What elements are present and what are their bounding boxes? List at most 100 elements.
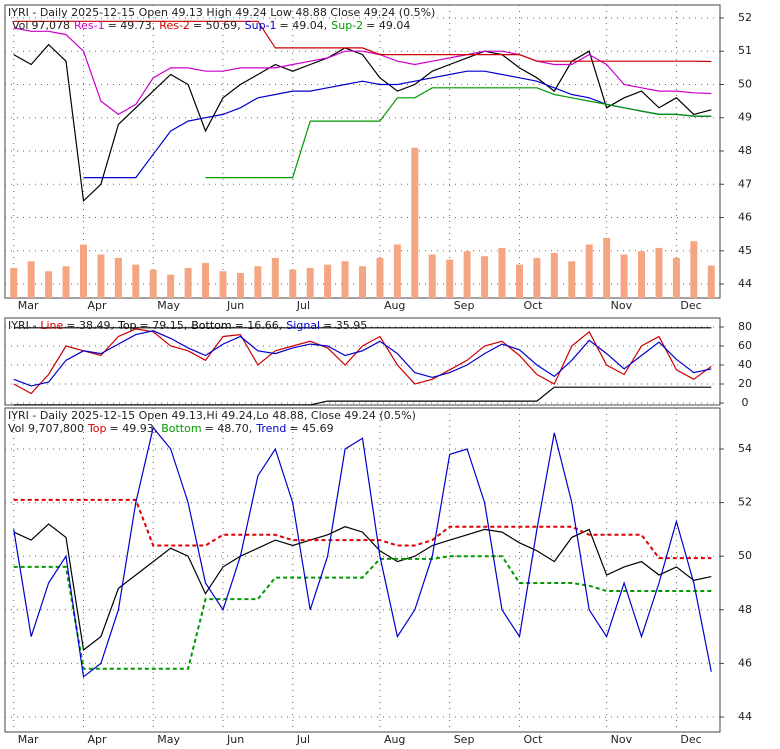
y-tick-label: 20 — [738, 377, 752, 390]
y-tick-label: 50 — [738, 77, 752, 90]
series-line — [13, 20, 712, 63]
legend-value: = 35.95 — [323, 319, 367, 332]
volume-bar — [411, 147, 419, 298]
legend-value: 97,078 — [31, 19, 70, 32]
volume-bar — [149, 269, 157, 298]
x-tick-label: Mar — [18, 299, 39, 312]
x-tick-label: Sep — [454, 733, 475, 745]
legend-value: = 16.66, — [235, 319, 283, 332]
legend-name: Trend — [255, 422, 286, 435]
volume-bar — [62, 266, 70, 298]
x-tick-label: Oct — [523, 299, 543, 312]
volume-bar — [376, 257, 384, 298]
series-line — [13, 386, 712, 406]
legend-name: Sup-2 — [331, 19, 363, 32]
volume-text: Vol 9,707,800 — [8, 422, 84, 435]
x-tick-label: Dec — [680, 299, 701, 312]
y-tick-label: 52 — [738, 11, 752, 24]
volume-bar — [533, 257, 541, 298]
plot-frame — [4, 317, 721, 406]
x-tick-label: Oct — [523, 733, 543, 745]
volume-bar — [324, 264, 332, 298]
volume-bar — [585, 244, 593, 298]
panel-title: IYRI - Daily 2025-12-15 Open 49.13 High … — [8, 6, 435, 19]
legend-name: Top — [117, 319, 137, 332]
series-line — [13, 523, 712, 652]
volume-bar — [10, 267, 18, 298]
y-tick-label: 45 — [738, 244, 752, 257]
volume-bar — [446, 259, 454, 298]
volume-bar — [79, 244, 87, 298]
y-tick-label: 48 — [738, 603, 752, 616]
legend-value: = 45.69 — [289, 422, 333, 435]
volume-bar — [550, 252, 558, 298]
y-tick-label: 50 — [738, 549, 752, 562]
volume-bar — [393, 244, 401, 298]
panel-header: IYRI - Line = 38.49, Top = 79.15, Bottom = 16.… — [8, 319, 367, 332]
x-tick-label: Jun — [226, 733, 244, 745]
volume-bar — [359, 266, 366, 298]
series-line — [13, 330, 712, 387]
legend-value: = 48.70, — [205, 422, 253, 435]
volume-bar — [202, 262, 210, 298]
volume-bar — [603, 237, 611, 298]
legend-name: Bottom — [191, 319, 231, 332]
legend-value: = 50.69, — [193, 19, 241, 32]
volume-bar — [481, 256, 489, 298]
panel-header: IYRI - Daily 2025-12-15 Open 49.13,Hi 49… — [8, 409, 416, 422]
volume-bar — [236, 272, 244, 298]
volume-bar — [219, 271, 227, 298]
series-line — [13, 555, 712, 670]
y-tick-label: 48 — [738, 144, 752, 157]
x-tick-label: Nov — [611, 299, 633, 312]
y-tick-label: 46 — [738, 656, 752, 669]
legend-name: Res-2 — [159, 19, 190, 32]
volume-bar — [428, 254, 436, 298]
volume-bar — [690, 241, 698, 298]
panel-legend: Vol 97,078 Res-1 = 49.73, Res-2 = 50.69, Sup-1… — [12, 19, 410, 32]
volume-bar — [167, 274, 175, 298]
x-tick-label: Sep — [454, 299, 475, 312]
x-tick-label: Mar — [18, 733, 39, 745]
x-tick-label: Dec — [680, 733, 701, 745]
volume-bar — [27, 261, 35, 298]
y-tick-label: 51 — [738, 44, 752, 57]
series-line — [13, 328, 712, 395]
legend-value: = 49.93, — [110, 422, 158, 435]
volume-bar — [184, 267, 192, 298]
legend-name: Signal — [286, 319, 320, 332]
x-tick-label: Nov — [611, 733, 633, 745]
y-tick-label: 60 — [738, 339, 752, 352]
y-tick-label: 54 — [738, 442, 752, 455]
volume-bar — [254, 266, 262, 298]
legend-name: Line — [40, 319, 63, 332]
plot-frame — [4, 4, 721, 299]
series-line — [13, 498, 712, 560]
legend-name: Res-1 — [74, 19, 105, 32]
x-tick-label: Jul — [296, 299, 310, 312]
y-tick-label: 49 — [738, 111, 752, 124]
x-tick-label: May — [157, 299, 180, 312]
panel-title: IYRI - — [8, 319, 36, 332]
volume-bar — [568, 261, 576, 298]
legend-name: Vol — [12, 19, 28, 32]
series-line — [83, 70, 712, 179]
volume-bar — [655, 247, 663, 298]
panel-legend: Vol 9,707,800 Top = 49.93, Bottom = 48.70, Tr… — [8, 422, 334, 435]
legend-name: Bottom — [161, 422, 201, 435]
x-tick-label: Jun — [226, 299, 244, 312]
y-tick-label: 46 — [738, 211, 752, 224]
legend-name: Sup-1 — [245, 19, 277, 32]
x-tick-label: Aug — [384, 299, 405, 312]
volume-bar — [672, 257, 680, 298]
x-tick-label: Aug — [384, 733, 405, 745]
volume-bar — [45, 271, 53, 298]
legend-name: Top — [87, 422, 107, 435]
volume-bar — [114, 257, 122, 298]
x-tick-label: Apr — [87, 299, 107, 312]
series-line — [13, 426, 712, 678]
series-line — [13, 27, 712, 116]
volume-bar — [341, 261, 349, 298]
y-tick-label: 44 — [738, 277, 752, 290]
